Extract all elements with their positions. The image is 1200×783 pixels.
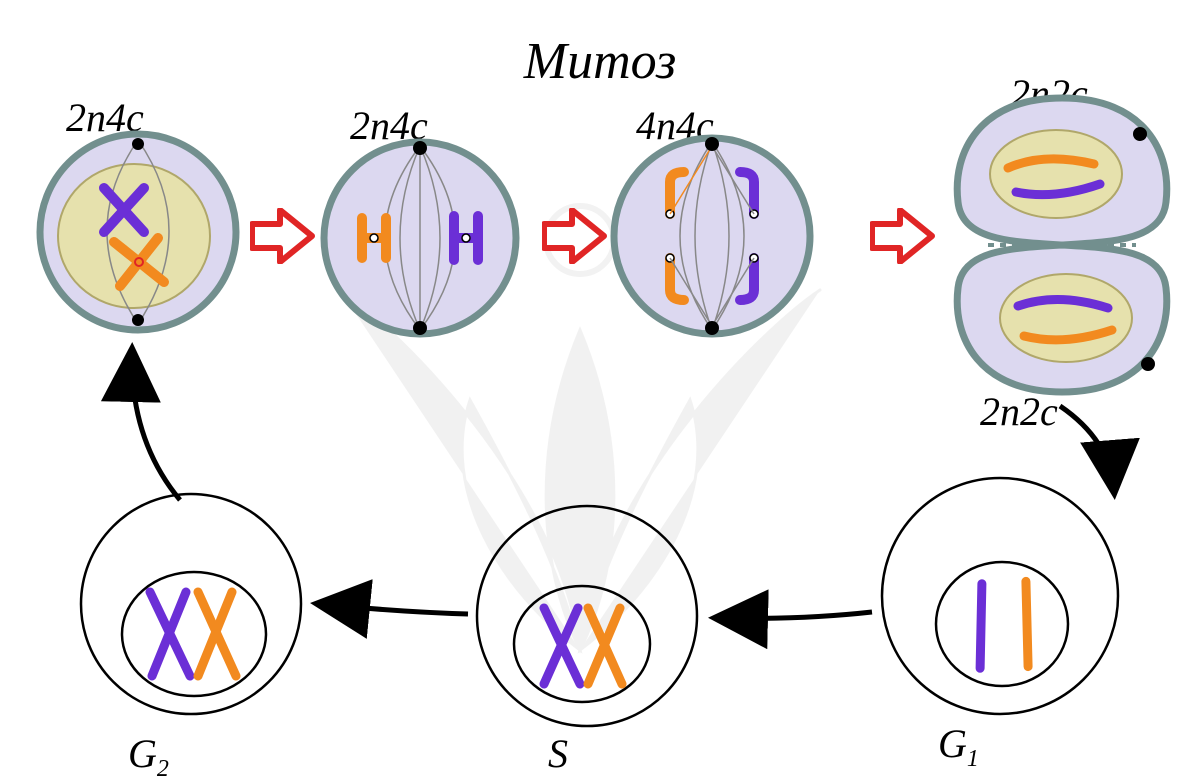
black-arrows: [0, 0, 1200, 778]
diagram-canvas: Митоз 2n4c 2n4c 4n4c 2n2c 2n2c G2 S G1: [0, 0, 1200, 778]
